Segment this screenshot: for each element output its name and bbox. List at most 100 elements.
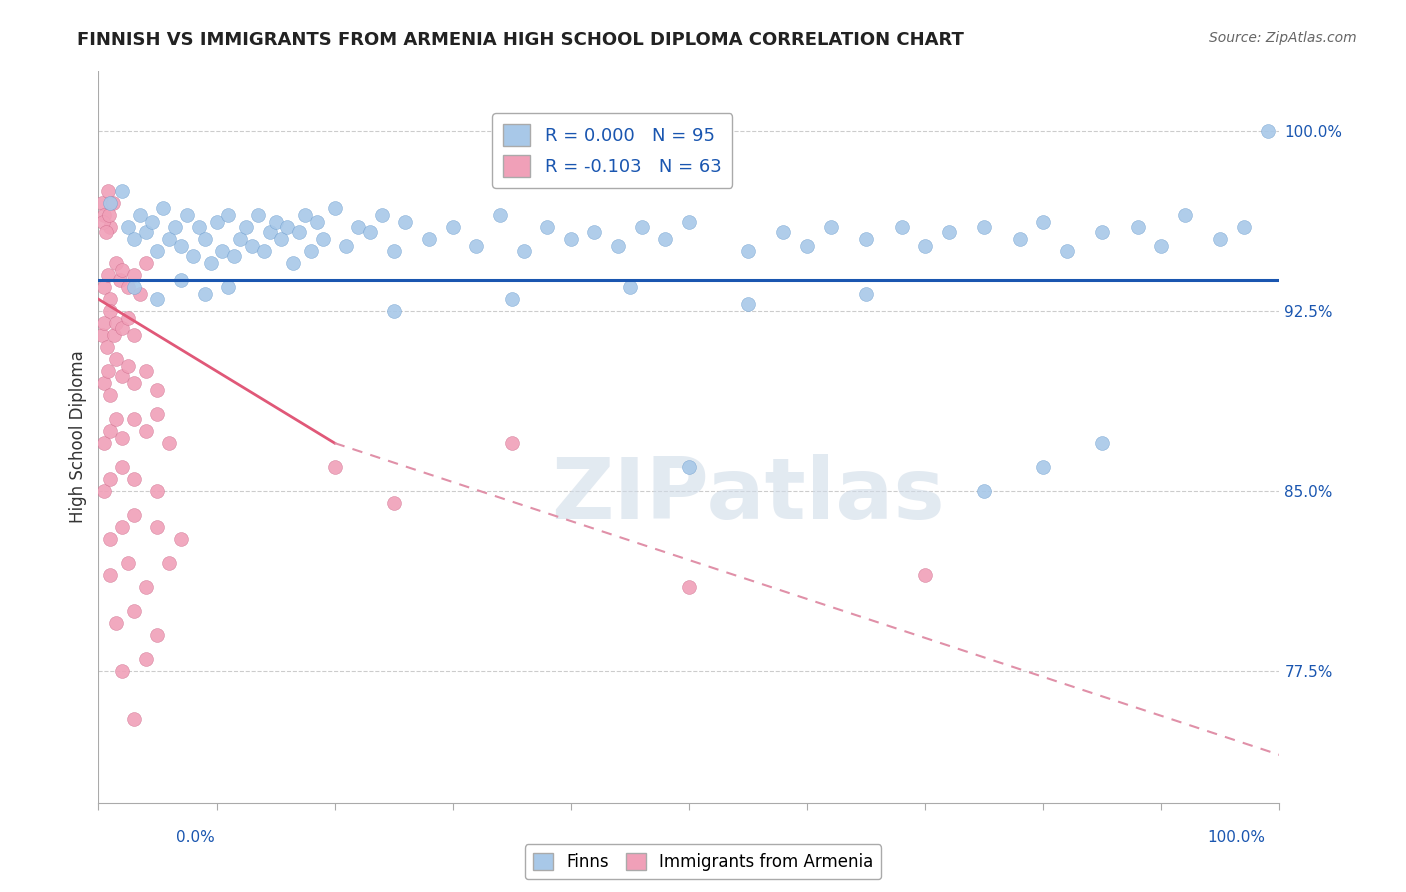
Point	[146, 244, 169, 259]
Point	[246, 208, 269, 222]
Point	[560, 232, 582, 246]
Point	[98, 472, 121, 486]
Point	[98, 292, 121, 306]
Point	[1209, 232, 1232, 246]
Point	[630, 220, 652, 235]
Point	[1174, 208, 1197, 222]
Point	[98, 532, 121, 546]
Point	[217, 208, 239, 222]
Point	[359, 225, 381, 239]
Point	[382, 496, 405, 510]
Point	[607, 239, 630, 253]
Point	[382, 304, 405, 318]
Point	[117, 359, 139, 374]
Point	[235, 220, 257, 235]
Point	[299, 244, 322, 259]
Point	[288, 225, 311, 239]
Y-axis label: High School Diploma: High School Diploma	[69, 351, 87, 524]
Point	[194, 287, 217, 301]
Point	[583, 225, 606, 239]
Point	[796, 239, 818, 253]
Point	[122, 604, 145, 618]
Point	[97, 184, 120, 198]
Point	[305, 215, 328, 229]
Point	[128, 208, 150, 222]
Point	[1056, 244, 1078, 259]
Point	[270, 232, 292, 246]
Point	[211, 244, 233, 259]
Point	[194, 232, 217, 246]
Point	[264, 215, 287, 229]
Point	[146, 483, 169, 498]
Point	[122, 472, 145, 486]
Point	[122, 280, 145, 294]
Point	[146, 520, 169, 534]
Point	[91, 215, 114, 229]
Point	[283, 256, 305, 270]
Point	[91, 328, 114, 343]
Point	[157, 232, 180, 246]
Point	[105, 316, 128, 330]
Point	[678, 215, 700, 229]
Point	[441, 220, 464, 235]
Text: 100.0%: 100.0%	[1208, 830, 1265, 845]
Point	[98, 220, 121, 235]
Point	[205, 215, 228, 229]
Point	[93, 376, 115, 391]
Point	[382, 244, 405, 259]
Point	[93, 208, 115, 222]
Point	[973, 483, 995, 498]
Point	[200, 256, 222, 270]
Point	[229, 232, 252, 246]
Text: 0.0%: 0.0%	[176, 830, 215, 845]
Point	[335, 239, 357, 253]
Point	[94, 225, 117, 239]
Point	[394, 215, 416, 229]
Point	[141, 215, 163, 229]
Point	[122, 328, 145, 343]
Point	[1091, 225, 1114, 239]
Point	[737, 297, 759, 311]
Point	[914, 239, 936, 253]
Point	[111, 263, 134, 277]
Point	[418, 232, 440, 246]
Point	[98, 208, 121, 222]
Text: FINNISH VS IMMIGRANTS FROM ARMENIA HIGH SCHOOL DIPLOMA CORRELATION CHART: FINNISH VS IMMIGRANTS FROM ARMENIA HIGH …	[77, 31, 965, 49]
Point	[224, 249, 246, 263]
Point	[111, 520, 134, 534]
Point	[181, 249, 204, 263]
Point	[737, 244, 759, 259]
Point	[146, 628, 169, 642]
Point	[122, 712, 145, 726]
Point	[105, 615, 128, 630]
Point	[135, 652, 157, 666]
Point	[501, 436, 523, 450]
Point	[170, 273, 193, 287]
Point	[1032, 460, 1054, 475]
Point	[170, 239, 193, 253]
Point	[678, 460, 700, 475]
Text: Source: ZipAtlas.com: Source: ZipAtlas.com	[1209, 31, 1357, 45]
Point	[1150, 239, 1173, 253]
Point	[101, 196, 124, 211]
Point	[619, 280, 641, 294]
Point	[97, 268, 120, 283]
Point	[890, 220, 912, 235]
Point	[122, 508, 145, 522]
Point	[128, 287, 150, 301]
Point	[973, 220, 995, 235]
Point	[146, 407, 169, 421]
Point	[187, 220, 209, 235]
Point	[97, 364, 120, 378]
Point	[165, 220, 187, 235]
Point	[170, 532, 193, 546]
Point	[820, 220, 842, 235]
Point	[146, 292, 169, 306]
Point	[253, 244, 276, 259]
Point	[122, 232, 145, 246]
Point	[111, 184, 134, 198]
Point	[111, 460, 134, 475]
Point	[93, 280, 115, 294]
Point	[1008, 232, 1031, 246]
Point	[103, 328, 125, 343]
